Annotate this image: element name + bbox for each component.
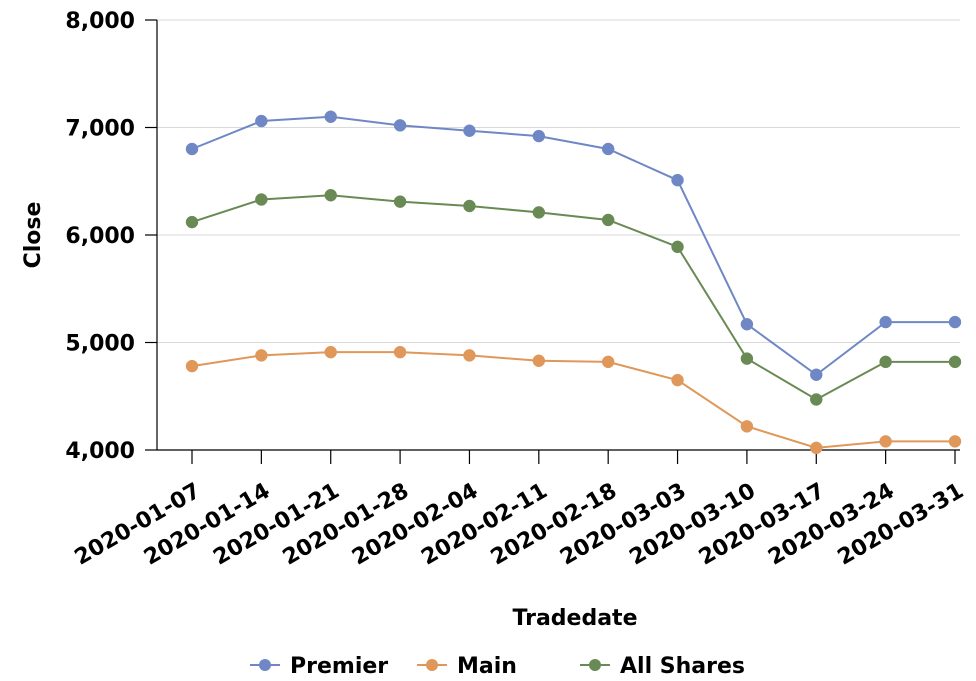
y-tick-label: 4,000 [65,439,135,464]
data-point[interactable] [601,213,615,227]
y-tick-label: 8,000 [65,9,135,34]
data-point[interactable] [185,215,199,229]
data-point[interactable] [324,110,337,123]
data-point[interactable] [255,349,268,362]
series [185,110,962,455]
legend-item[interactable]: Main [417,654,517,679]
y-axis-ticks: 4,000 5,000 6,000 7,000 8,000 [65,9,157,464]
data-point[interactable] [324,345,337,359]
data-point[interactable] [532,354,546,368]
y-axis-title: Close [21,202,46,269]
data-point[interactable] [393,195,407,208]
data-point[interactable] [324,188,337,202]
data-point[interactable] [879,315,892,329]
data-point[interactable] [810,441,823,455]
data-point[interactable] [671,173,684,187]
data-point[interactable] [185,359,199,373]
data-point[interactable] [879,435,892,448]
legend-label: All Shares [620,654,745,679]
data-point[interactable] [185,142,199,156]
legend: Premier Main All Shares [250,654,745,679]
gridlines [157,19,960,343]
y-tick-label: 7,000 [65,117,135,142]
data-point[interactable] [532,129,546,143]
data-point[interactable] [740,420,754,433]
data-point[interactable] [671,373,684,387]
x-axis-ticks: 2020-01-072020-01-142020-01-212020-01-28… [71,450,968,571]
y-tick-label: 5,000 [65,332,135,357]
data-point[interactable] [948,355,962,369]
data-point[interactable] [463,124,476,137]
series-main [185,345,962,455]
series-all-shares [185,188,962,406]
legend-marker [259,659,271,671]
data-point[interactable] [255,193,268,206]
data-point[interactable] [948,315,962,329]
legend-label: Premier [290,654,388,679]
data-point[interactable] [601,355,615,369]
data-point[interactable] [532,206,546,219]
x-axis-title: Tradedate [513,606,638,631]
series-line [191,351,955,449]
legend-item[interactable]: All Shares [580,654,745,679]
series-line [191,194,955,401]
data-point[interactable] [463,349,476,362]
legend-label: Main [457,654,517,679]
data-point[interactable] [671,240,684,254]
legend-marker [426,659,438,671]
data-point[interactable] [810,393,823,406]
data-point[interactable] [948,435,962,448]
series-premier [185,110,962,381]
legend-marker [589,659,601,671]
data-point[interactable] [601,142,615,156]
data-point[interactable] [393,345,407,359]
data-point[interactable] [255,114,268,128]
data-point[interactable] [740,317,754,331]
data-point[interactable] [810,368,823,381]
data-point[interactable] [393,119,407,132]
data-point[interactable] [740,352,754,365]
legend-item[interactable]: Premier [250,654,388,679]
data-point[interactable] [879,355,892,369]
y-tick-label: 6,000 [65,224,135,249]
series-line [191,115,955,376]
data-point[interactable] [463,199,476,213]
